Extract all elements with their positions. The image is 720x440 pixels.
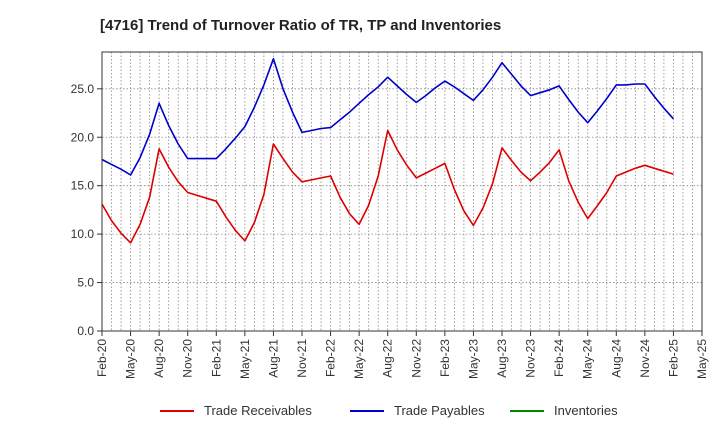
x-tick-label: Nov-22 xyxy=(409,339,423,378)
x-tick-label: Nov-21 xyxy=(295,339,309,378)
y-tick-label: 5.0 xyxy=(77,276,94,290)
x-tick-label: Aug-21 xyxy=(266,339,280,378)
y-tick-label: 10.0 xyxy=(71,227,95,241)
x-tick-label: May-24 xyxy=(581,339,595,379)
x-tick-label: Aug-24 xyxy=(609,339,623,378)
x-tick-label: Nov-20 xyxy=(181,339,195,378)
x-tick-label: Aug-22 xyxy=(381,339,395,378)
x-tick-label: Aug-23 xyxy=(495,339,509,378)
y-tick-label: 20.0 xyxy=(71,130,95,144)
x-tick-label: Feb-24 xyxy=(552,339,566,377)
y-tick-label: 15.0 xyxy=(71,179,95,193)
x-tick-label: Feb-21 xyxy=(209,339,223,377)
series-line-trade-receivables xyxy=(101,129,674,244)
x-tick-label: Feb-20 xyxy=(95,339,109,377)
x-tick-label: Aug-20 xyxy=(152,339,166,378)
x-tick-label: Feb-23 xyxy=(438,339,452,377)
y-tick-label: 0.0 xyxy=(77,324,94,338)
chart-title: [4716] Trend of Turnover Ratio of TR, TP… xyxy=(100,17,501,34)
x-axis-ticks: Feb-20 May-20 Aug-20 Nov-20 Feb-21 May-21 Aug-… xyxy=(95,331,709,379)
grid xyxy=(102,52,702,331)
y-tick-label: 25.0 xyxy=(71,82,95,96)
x-tick-label: May-25 xyxy=(695,339,709,379)
series-lines xyxy=(101,57,674,244)
legend-label-trade-payables: Trade Payables xyxy=(394,403,485,418)
y-axis-ticks: 0.0 5.0 10.0 15.0 20.0 25.0 xyxy=(71,82,102,338)
x-tick-label: Feb-25 xyxy=(666,339,680,377)
x-tick-label: Feb-22 xyxy=(324,339,338,377)
legend-label-trade-receivables: Trade Receivables xyxy=(204,403,312,418)
x-tick-label: May-20 xyxy=(124,339,138,379)
legend: Trade Receivables Trade Payables Inventori… xyxy=(160,403,618,418)
x-tick-label: Nov-24 xyxy=(638,339,652,378)
x-tick-label: Nov-23 xyxy=(524,339,538,378)
x-tick-label: May-23 xyxy=(466,339,480,379)
legend-label-inventories: Inventories xyxy=(554,403,618,418)
x-tick-label: May-22 xyxy=(352,339,366,379)
plot-frame xyxy=(101,51,703,332)
x-tick-label: May-21 xyxy=(238,339,252,379)
series-line-trade-payables xyxy=(101,57,674,176)
